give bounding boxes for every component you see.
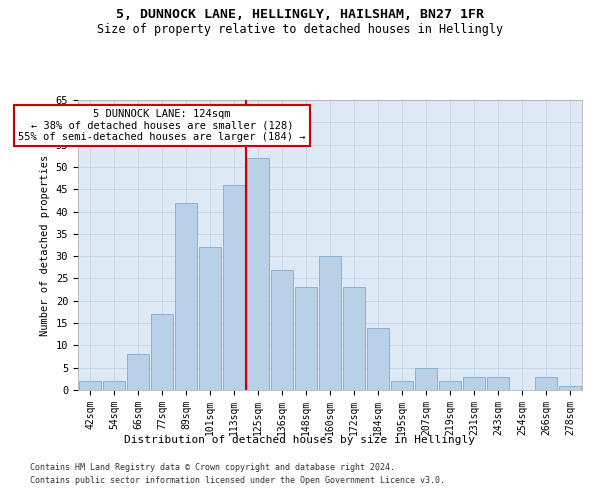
Bar (199, 247, 221, 390)
Bar (415, 368, 437, 390)
Bar (487, 376, 509, 390)
Bar (223, 185, 245, 390)
Bar (79, 381, 101, 390)
Bar (151, 314, 173, 390)
Y-axis label: Number of detached properties: Number of detached properties (40, 154, 50, 336)
Bar (103, 381, 125, 390)
Text: Size of property relative to detached houses in Hellingly: Size of property relative to detached ho… (97, 22, 503, 36)
Bar (391, 381, 413, 390)
Bar (535, 376, 557, 390)
Bar (343, 288, 365, 390)
Bar (127, 354, 149, 390)
Text: Contains HM Land Registry data © Crown copyright and database right 2024.: Contains HM Land Registry data © Crown c… (30, 464, 395, 472)
Text: 5, DUNNOCK LANE, HELLINGLY, HAILSHAM, BN27 1FR: 5, DUNNOCK LANE, HELLINGLY, HAILSHAM, BN… (116, 8, 484, 20)
Bar (175, 202, 197, 390)
Text: 5 DUNNOCK LANE: 124sqm
← 38% of detached houses are smaller (128)
55% of semi-de: 5 DUNNOCK LANE: 124sqm ← 38% of detached… (18, 109, 306, 142)
Bar (319, 256, 341, 390)
Text: Contains public sector information licensed under the Open Government Licence v3: Contains public sector information licen… (30, 476, 445, 485)
Bar (247, 158, 269, 390)
Bar (367, 328, 389, 390)
Bar (271, 270, 293, 390)
Text: Distribution of detached houses by size in Hellingly: Distribution of detached houses by size … (125, 435, 476, 445)
Bar (559, 386, 581, 390)
Bar (295, 288, 317, 390)
Bar (463, 376, 485, 390)
Bar (439, 381, 461, 390)
